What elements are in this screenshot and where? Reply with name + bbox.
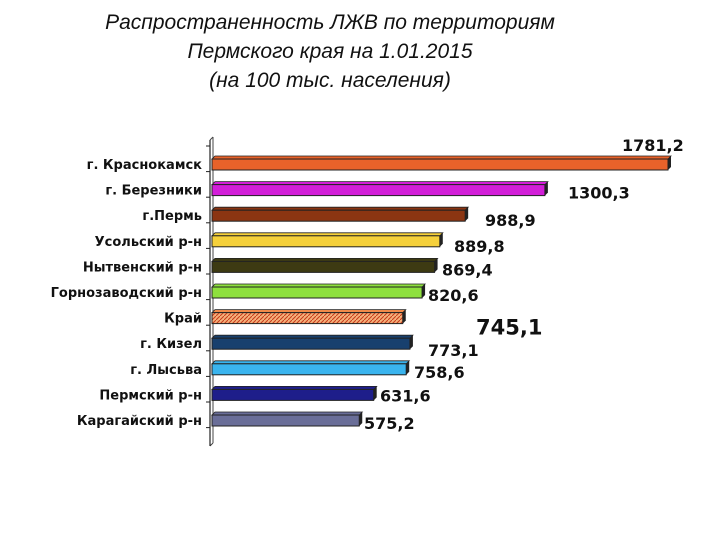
category-label: Пермский р-н — [99, 388, 202, 403]
bar — [211, 414, 360, 427]
bar — [211, 260, 436, 273]
value-label: 773,1 — [428, 341, 479, 360]
category-label: г. Краснокамск — [87, 158, 203, 173]
chart-title: Распространенность ЛЖВ по территориям Пе… — [20, 8, 640, 95]
value-label: 869,4 — [442, 260, 493, 279]
category-label: Карагайский р-н — [77, 414, 202, 429]
bar — [211, 209, 466, 222]
bar-side — [465, 207, 469, 222]
bar — [211, 337, 411, 350]
value-label: 575,2 — [364, 414, 415, 433]
bar-side — [409, 335, 413, 350]
category-label: г. Лысьва — [130, 363, 202, 378]
bar — [211, 286, 423, 299]
bar — [211, 388, 375, 401]
category-label: Нытвенский р-н — [83, 260, 202, 275]
category-label: Усольский р-н — [95, 235, 202, 250]
bar-side — [544, 181, 548, 196]
bar-side — [668, 156, 671, 170]
bar — [211, 184, 546, 197]
bar-side — [439, 232, 443, 247]
bar-side — [406, 360, 410, 375]
title-line-1: Распространенность ЛЖВ по территориям — [105, 11, 555, 34]
bar — [211, 235, 441, 248]
value-label: 1300,3 — [568, 184, 630, 203]
bar — [211, 158, 669, 171]
bar-side — [422, 284, 426, 298]
category-label: г. Кизел — [140, 337, 202, 352]
bar — [211, 363, 407, 376]
value-label: 1781,2 — [622, 136, 684, 155]
category-label: Край — [164, 312, 202, 327]
value-label: 889,8 — [454, 237, 505, 256]
bar-side — [359, 412, 363, 426]
value-label: 745,1 — [476, 316, 542, 340]
value-label: 631,6 — [380, 386, 431, 405]
category-label: Горнозаводский р-н — [51, 286, 202, 301]
bar-side — [434, 258, 438, 273]
value-label: 988,9 — [485, 211, 536, 230]
bar — [211, 312, 404, 325]
value-label: 820,6 — [428, 286, 479, 305]
category-label: г.Пермь — [142, 209, 202, 224]
axis-wall-top — [209, 136, 214, 141]
value-label: 758,6 — [414, 363, 465, 382]
category-label: г. Березники — [105, 184, 202, 199]
title-line-2: Пермского края на 1.01.2015 — [187, 40, 473, 63]
title-line-3: (на 100 тыс. населения) — [209, 69, 451, 92]
bar-side — [402, 309, 406, 324]
bar-side — [373, 386, 377, 401]
